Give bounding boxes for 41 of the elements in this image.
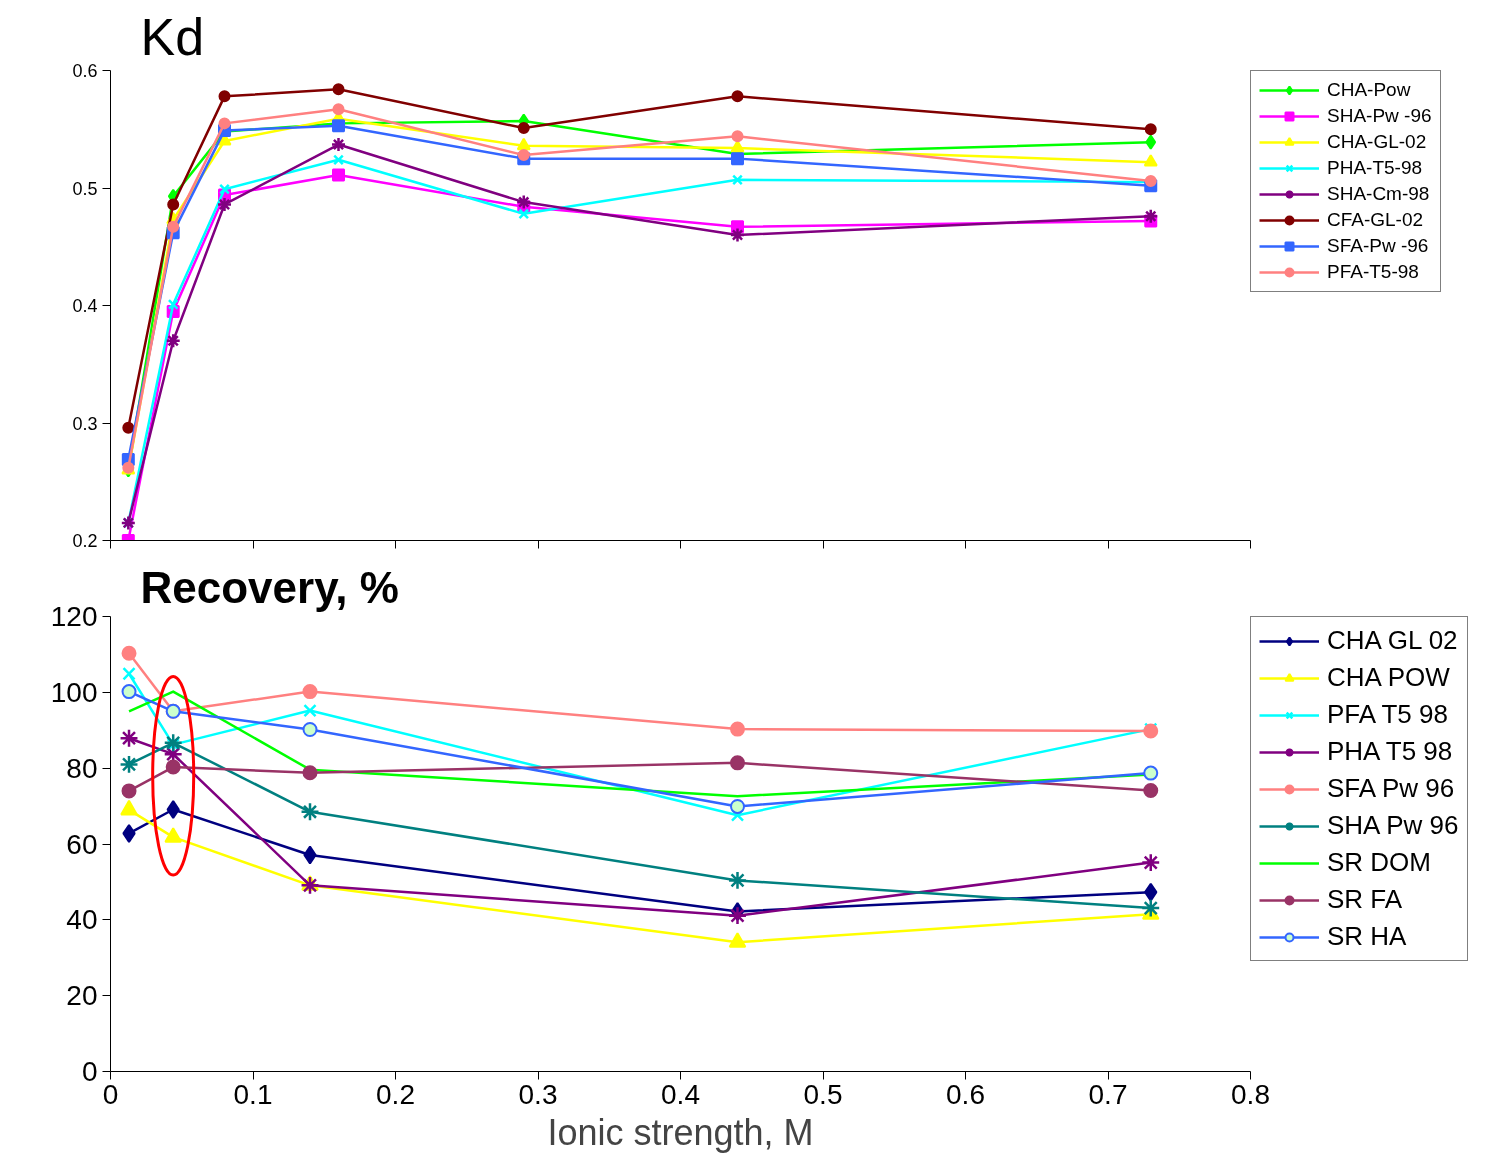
x-tick-label: 0.4	[661, 1078, 700, 1110]
legend-label: SR HA	[1327, 921, 1407, 952]
x-tick-label: 0.7	[1088, 1078, 1128, 1110]
y-tick-label: 80	[66, 752, 98, 784]
y-tick-label: 0.4	[72, 296, 98, 316]
x-axis-title: Ionic strength, M	[547, 1111, 814, 1153]
x-tick-label: 0.2	[376, 1078, 415, 1110]
legend-label: SFA Pw 96	[1327, 773, 1455, 804]
legend-label: PHA T5 98	[1327, 736, 1453, 767]
legend-label: CHA-Pow	[1327, 79, 1411, 101]
y-tick-label: 60	[66, 828, 98, 860]
legend-label: PFA-T5-98	[1327, 261, 1419, 283]
y-tick-label: 120	[50, 601, 98, 632]
legend-label: CHA GL 02	[1327, 625, 1458, 656]
y-tick-label: 0.6	[72, 61, 98, 81]
legend-label: SFA-Pw -96	[1327, 235, 1429, 257]
legend-label: CFA-GL-02	[1327, 209, 1424, 231]
x-tick-label: 0.1	[233, 1078, 273, 1110]
x-tick-label: 0.8	[1231, 1078, 1270, 1110]
x-tick-label: 0.5	[803, 1078, 843, 1110]
legend-label: SHA Pw 96	[1327, 810, 1459, 841]
legend-label: SR FA	[1327, 884, 1403, 915]
y-tick-label: 20	[66, 980, 98, 1012]
y-tick-label: 0.2	[72, 531, 98, 551]
legend-label: PFA T5 98	[1327, 699, 1448, 730]
y-tick-label: 0.3	[72, 413, 98, 434]
legend-label: CHA-GL-02	[1327, 131, 1427, 153]
x-tick-label: 0.6	[946, 1078, 985, 1110]
legend-label: SR DOM	[1327, 847, 1431, 878]
x-tick-label: 0.3	[518, 1078, 558, 1110]
legend-label: SHA-Cm-98	[1327, 183, 1430, 205]
y-tick-label: 0	[81, 1056, 98, 1087]
x-tick-label: 0	[102, 1078, 119, 1110]
chart-title: Recovery, %	[140, 562, 399, 612]
chart-title: Kd	[140, 7, 205, 66]
legend-label: CHA POW	[1327, 662, 1450, 693]
y-tick-label: 0.5	[72, 178, 98, 199]
y-tick-label: 100	[50, 676, 98, 708]
legend-label: SHA-Pw -96	[1327, 105, 1432, 127]
y-tick-label: 40	[66, 904, 98, 936]
legend-label: PHA-T5-98	[1327, 157, 1423, 179]
